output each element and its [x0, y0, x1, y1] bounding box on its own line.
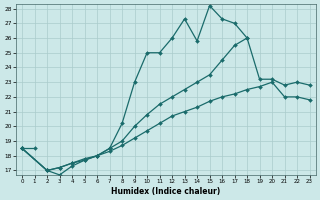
X-axis label: Humidex (Indice chaleur): Humidex (Indice chaleur) — [111, 187, 220, 196]
